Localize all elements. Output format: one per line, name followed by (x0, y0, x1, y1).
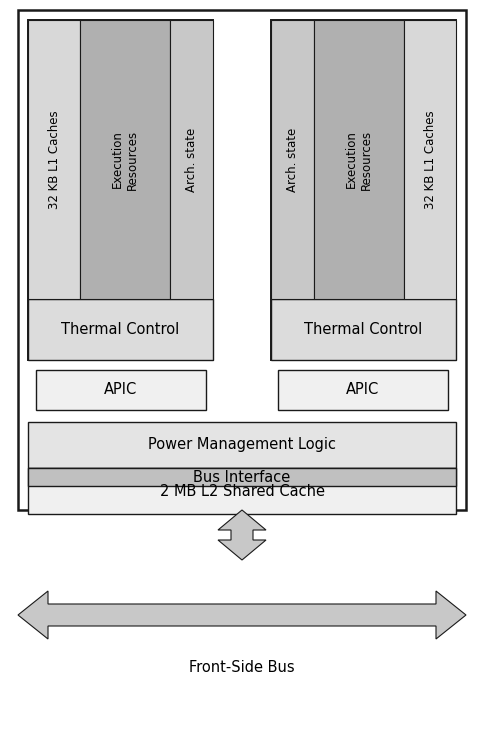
Bar (404, 20, 456, 299)
Polygon shape (218, 510, 266, 560)
Bar (28, 422, 456, 468)
Text: Power Management Logic: Power Management Logic (148, 438, 336, 453)
Bar (28, 299, 213, 360)
Text: Front-Side Bus: Front-Side Bus (189, 660, 295, 675)
Bar (314, 20, 404, 299)
Bar (80, 20, 170, 299)
Bar (28, 468, 456, 514)
Bar (18, 10, 466, 510)
Bar (271, 20, 314, 299)
Text: 2 MB L2 Shared Cache: 2 MB L2 Shared Cache (160, 484, 324, 499)
Bar (36, 370, 206, 410)
Text: Arch. state: Arch. state (286, 128, 299, 191)
Polygon shape (18, 591, 466, 639)
Text: Execution
Resources: Execution Resources (345, 129, 373, 189)
Bar (278, 370, 448, 410)
Text: Execution
Resources: Execution Resources (111, 129, 139, 189)
Bar (271, 299, 456, 360)
Text: Thermal Control: Thermal Control (304, 322, 423, 337)
Bar (28, 468, 456, 486)
Text: APIC: APIC (105, 382, 137, 398)
Text: Bus Interface: Bus Interface (194, 470, 290, 485)
Bar (28, 20, 80, 299)
Bar (28, 20, 213, 360)
Text: APIC: APIC (347, 382, 379, 398)
Bar (271, 20, 456, 360)
Text: 32 KB L1 Caches: 32 KB L1 Caches (424, 111, 437, 209)
Bar (170, 20, 213, 299)
Text: Arch. state: Arch. state (185, 128, 198, 191)
Text: 32 KB L1 Caches: 32 KB L1 Caches (47, 111, 60, 209)
Text: Thermal Control: Thermal Control (61, 322, 180, 337)
